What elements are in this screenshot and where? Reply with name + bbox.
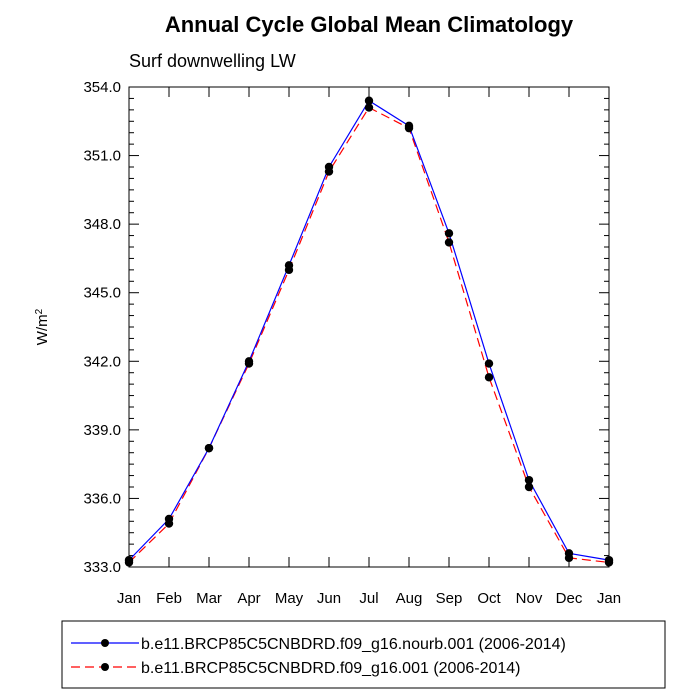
series-layer: [124, 96, 614, 567]
legend: b.e11.BRCP85C5CNBDRD.f09_g16.nourb.001 (…: [71, 636, 566, 677]
data-point: [564, 549, 574, 558]
data-point: [604, 555, 614, 565]
legend-box: [61, 620, 666, 689]
legend-marker: [101, 639, 109, 647]
y-tick-label: 348.0: [83, 216, 121, 233]
y-tick-label: 345.0: [83, 285, 121, 302]
data-point: [444, 229, 454, 238]
legend-label: b.e11.BRCP85C5CNBDRD.f09_g16.001 (2006-2…: [141, 660, 520, 677]
data-point: [484, 359, 494, 368]
data-point: [524, 482, 534, 492]
x-tick-label: Apr: [237, 590, 260, 607]
legend-label: b.e11.BRCP85C5CNBDRD.f09_g16.nourb.001 (…: [141, 636, 566, 653]
data-point: [364, 96, 374, 105]
x-tick-label: Nov: [516, 590, 543, 607]
y-tick-label: 354.0: [83, 79, 121, 96]
chart-subtitle: Surf downwelling LW: [129, 51, 296, 71]
x-tick-label: Jul: [359, 590, 378, 607]
data-point: [244, 357, 254, 366]
x-tick-label: Jun: [317, 590, 341, 607]
legend-marker: [101, 663, 109, 671]
chart-title: Annual Cycle Global Mean Climatology: [165, 12, 574, 37]
data-point: [524, 475, 534, 485]
x-tick-label: Feb: [156, 590, 182, 607]
x-axis: Jan Feb Mar Apr May Jun Jul Aug Sep Oct Nov Dec Jan: [117, 87, 621, 607]
data-point: [204, 443, 214, 453]
y-tick-label: 336.0: [83, 490, 121, 507]
data-point: [284, 261, 294, 270]
x-tick-label: Jan: [117, 590, 141, 607]
x-tick-label: Jan: [597, 590, 621, 607]
data-point: [404, 121, 414, 131]
x-tick-label: May: [275, 590, 304, 607]
data-point: [124, 555, 134, 565]
y-axis-label: W/m2: [34, 308, 52, 345]
data-point: [324, 162, 334, 172]
data-point: [484, 373, 494, 382]
data-point: [364, 103, 374, 112]
data-point: [164, 514, 174, 524]
series-line: [128, 99, 610, 561]
y-tick-label: 351.0: [83, 148, 121, 165]
x-tick-label: Sep: [436, 590, 463, 607]
y-tick-label: 333.0: [83, 559, 121, 576]
data-point: [444, 238, 454, 247]
y-tick-label: 339.0: [83, 422, 121, 439]
y-tick-label: 342.0: [83, 353, 121, 370]
x-tick-label: Oct: [477, 590, 501, 607]
x-tick-label: Dec: [556, 590, 583, 607]
x-tick-label: Mar: [196, 590, 222, 607]
x-tick-label: Aug: [396, 590, 423, 607]
y-axis: 333.0 336.0 339.0 342.0 345.0 348.0 351.0 354.0: [83, 79, 609, 576]
